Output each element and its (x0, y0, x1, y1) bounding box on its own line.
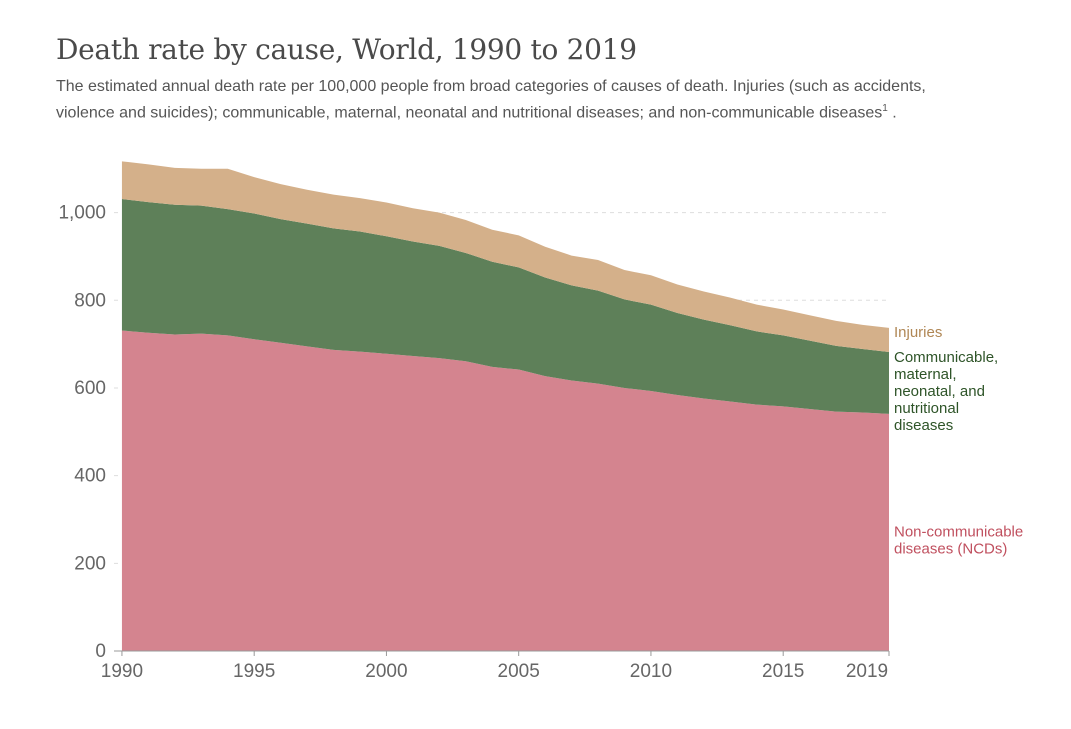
x-tick-label-2010: 2010 (630, 661, 672, 682)
series-label-line: neonatal, and (894, 383, 985, 400)
series-label-communicable-maternal-neonatal-and-nutritional-diseases: Communicable, maternal, neonatal, and nutri… (894, 349, 998, 434)
series-label-line: diseases (NCDs) (894, 540, 1007, 557)
chart-title: Death rate by cause, World, 1990 to 2019 (56, 33, 637, 66)
x-tick-label-1995: 1995 (233, 661, 275, 682)
chart-header: Death rate by cause, World, 1990 to 2019… (56, 28, 1016, 124)
series-label-line: maternal, (894, 366, 957, 383)
x-tick-label-2000: 2000 (365, 661, 407, 682)
series-label-line: nutritional (894, 400, 959, 417)
area-series (121, 161, 889, 651)
series-label-injuries: Injuries (894, 324, 942, 341)
y-tick-label-800: 800 (74, 290, 106, 311)
axes: 0 200 400 600 800 1,000 1990 1995 2000 2005 2010 20… (58, 203, 890, 682)
x-tick-label-2015: 2015 (762, 661, 804, 682)
area-non-communicable-diseases-ncds[interactable] (121, 330, 889, 651)
series-label-line: diseases (894, 417, 953, 434)
subtitle-end: . (887, 104, 897, 122)
area-injuries[interactable] (121, 161, 889, 353)
series-labels: Non-communicable diseases (NCDs) Communica… (894, 324, 1023, 558)
series-label-line: Injuries (894, 324, 942, 341)
series-label-line: Communicable, (894, 349, 998, 366)
subtitle-footnote-marker[interactable]: 1 (882, 103, 888, 114)
x-tick-label-2019: 2019 (846, 661, 888, 682)
x-tick-label-1990: 1990 (101, 661, 143, 682)
area-communicable-maternal-neonatal-and-nutritional-diseases[interactable] (121, 199, 889, 414)
y-tick-label-600: 600 (74, 378, 106, 399)
chart-subtitle: The estimated annual death rate per 100,… (56, 76, 966, 124)
y-tick-label-0: 0 (95, 641, 106, 662)
y-tick-label-400: 400 (74, 466, 106, 487)
y-tick-label-200: 200 (74, 553, 106, 574)
y-tick-label-1000: 1,000 (58, 203, 106, 224)
x-tick-label-2005: 2005 (498, 661, 540, 682)
subtitle-text: The estimated annual death rate per 100,… (56, 78, 926, 122)
series-label-line: Non-communicable (894, 523, 1023, 540)
series-label-non-communicable-diseases-ncds: Non-communicable diseases (NCDs) (894, 523, 1023, 557)
